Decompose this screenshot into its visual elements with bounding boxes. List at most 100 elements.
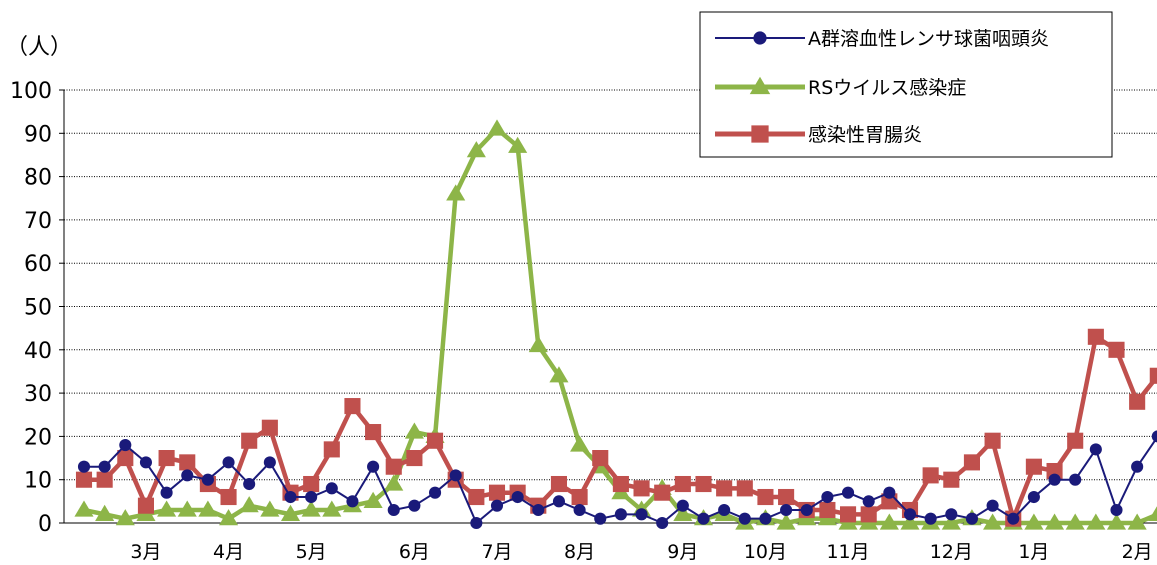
data-point bbox=[487, 119, 507, 136]
data-point bbox=[322, 500, 342, 517]
data-point bbox=[571, 488, 588, 506]
y-tick-label: 50 bbox=[24, 296, 52, 321]
x-tick-label: 10月 bbox=[744, 541, 787, 563]
data-point bbox=[429, 486, 442, 499]
data-point bbox=[924, 512, 937, 525]
data-point bbox=[941, 513, 961, 530]
data-point bbox=[1086, 513, 1106, 530]
data-point bbox=[573, 503, 586, 517]
data-point bbox=[800, 503, 813, 517]
x-tick-label: 11月 bbox=[826, 541, 869, 563]
data-point bbox=[220, 488, 237, 506]
legend-label: A群溶血性レンサ球菌咽頭炎 bbox=[808, 28, 1049, 50]
x-tick-label: 1月 bbox=[1018, 541, 1049, 563]
x-tick-label: 7月 bbox=[481, 541, 512, 563]
data-point bbox=[511, 490, 524, 504]
data-point bbox=[1127, 513, 1147, 530]
data-point bbox=[446, 184, 466, 201]
data-point bbox=[673, 504, 693, 521]
legend-marker bbox=[753, 31, 767, 45]
data-point bbox=[1149, 367, 1157, 384]
data-point bbox=[198, 500, 218, 517]
data-point bbox=[117, 450, 134, 467]
data-point bbox=[404, 422, 424, 439]
data-point bbox=[260, 500, 280, 517]
legend-label: RSウイルス感染症 bbox=[808, 77, 966, 99]
data-point bbox=[570, 435, 590, 452]
data-point bbox=[697, 512, 710, 525]
data-point bbox=[716, 480, 733, 497]
data-point bbox=[594, 512, 607, 525]
data-point bbox=[96, 471, 113, 488]
data-point bbox=[883, 486, 896, 499]
data-point bbox=[676, 499, 689, 512]
data-point bbox=[75, 471, 93, 488]
data-point bbox=[1106, 513, 1127, 530]
data-point bbox=[427, 432, 444, 449]
data-point bbox=[74, 500, 94, 517]
data-point bbox=[614, 508, 627, 521]
data-point bbox=[612, 475, 629, 493]
data-point bbox=[385, 458, 402, 475]
data-point bbox=[759, 512, 772, 525]
data-point bbox=[222, 456, 235, 469]
data-point bbox=[674, 475, 691, 493]
x-tick-label: 6月 bbox=[399, 541, 430, 563]
data-point bbox=[1024, 513, 1044, 530]
data-point bbox=[1027, 490, 1040, 504]
x-tick-label: 12月 bbox=[930, 541, 973, 563]
y-tick-label: 70 bbox=[24, 209, 52, 234]
data-point bbox=[821, 490, 834, 504]
data-point bbox=[736, 480, 753, 497]
data-point bbox=[508, 136, 528, 153]
data-point bbox=[528, 335, 548, 353]
data-point bbox=[1108, 341, 1125, 358]
data-point bbox=[840, 506, 857, 523]
series-0 bbox=[77, 430, 1157, 530]
data-point bbox=[1069, 473, 1082, 486]
data-point bbox=[900, 513, 920, 530]
data-point bbox=[160, 486, 173, 499]
data-point bbox=[842, 486, 855, 499]
data-point bbox=[98, 460, 111, 473]
data-point bbox=[1044, 513, 1065, 530]
data-point bbox=[466, 141, 486, 158]
data-point bbox=[965, 512, 978, 525]
data-point bbox=[862, 495, 875, 508]
data-point bbox=[738, 512, 751, 525]
data-point bbox=[963, 454, 980, 471]
data-point bbox=[384, 474, 404, 491]
data-point bbox=[1048, 473, 1061, 486]
data-point bbox=[263, 456, 276, 469]
data-point bbox=[550, 475, 567, 493]
series-line bbox=[83, 126, 1157, 526]
data-point bbox=[922, 467, 939, 484]
data-point bbox=[406, 450, 423, 467]
data-point bbox=[344, 398, 361, 415]
data-point bbox=[635, 508, 648, 521]
data-point bbox=[303, 475, 320, 493]
x-tick-label: 4月 bbox=[213, 541, 244, 563]
data-point bbox=[819, 501, 836, 519]
data-point bbox=[201, 473, 214, 486]
legend-marker bbox=[751, 125, 769, 143]
data-point bbox=[488, 484, 506, 501]
x-tick-label: 9月 bbox=[667, 541, 698, 563]
data-point bbox=[945, 508, 958, 521]
data-point bbox=[695, 475, 712, 493]
data-point bbox=[305, 490, 318, 504]
y-tick-label: 80 bbox=[24, 166, 52, 191]
data-point bbox=[261, 419, 278, 436]
data-point bbox=[179, 454, 196, 471]
data-point bbox=[239, 496, 259, 513]
data-point bbox=[468, 488, 485, 506]
data-point bbox=[1110, 503, 1123, 517]
data-point bbox=[177, 500, 197, 517]
x-tick-label: 5月 bbox=[296, 541, 327, 563]
data-point bbox=[408, 499, 421, 512]
y-tick-label: 60 bbox=[24, 252, 52, 277]
data-point bbox=[363, 491, 383, 508]
data-point bbox=[1087, 328, 1104, 345]
